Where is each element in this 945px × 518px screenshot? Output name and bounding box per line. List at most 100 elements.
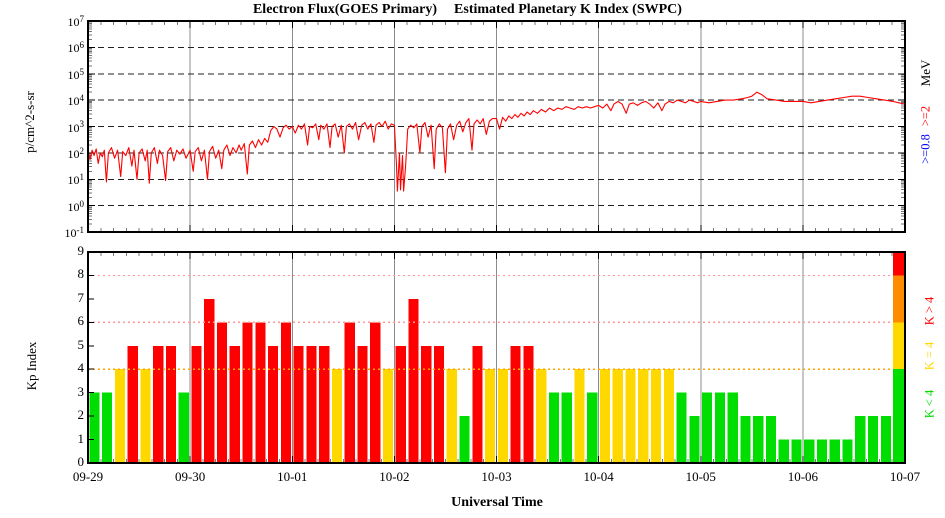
kp-bar [689, 416, 700, 463]
x-axis-day-label: 10-02 [379, 469, 410, 484]
kp-bar [574, 369, 585, 463]
kp-bar [229, 345, 240, 463]
kp-bar [842, 439, 853, 463]
kp-legend-eq4: K = 4 [922, 341, 937, 371]
kp-bar [868, 416, 879, 463]
kp-bar [331, 369, 343, 463]
kp-bar [548, 392, 560, 463]
kp-bar [561, 392, 572, 463]
kp-bar [204, 298, 215, 463]
kp-y-tick-label: 4 [77, 360, 85, 376]
kp-bar [306, 345, 317, 463]
kp-bar [829, 439, 840, 463]
kp-bar [191, 345, 202, 463]
kp-panel-frame [87, 251, 906, 464]
kp-bar [791, 439, 802, 463]
kp-bar [242, 322, 253, 463]
flux-y-tick-label: 100 [67, 198, 85, 214]
kp-colorbar-segment [893, 275, 904, 323]
flux-y-tick-label: 101 [67, 172, 85, 188]
kp-bar [485, 369, 496, 463]
kp-bar [395, 345, 406, 463]
kp-bar [804, 439, 815, 463]
kp-bar [114, 369, 125, 463]
kp-bar [612, 369, 623, 463]
kp-colorbar-segment [893, 322, 904, 370]
kp-y-tick-label: 8 [77, 266, 85, 282]
flux-panel-frame [87, 20, 906, 233]
kp-y-axis-label: Kp Index [24, 341, 39, 391]
flux-y-tick-label: 102 [67, 145, 85, 161]
kp-bar [89, 392, 100, 463]
kp-bar [357, 345, 368, 463]
kp-y-tick-label: 3 [77, 383, 85, 399]
kp-bar [421, 345, 432, 463]
kp-bar [625, 369, 636, 463]
kp-bar [638, 369, 649, 463]
kp-bar [472, 345, 483, 463]
flux-y-tick-label: 103 [67, 119, 85, 135]
kp-bar [880, 416, 891, 463]
x-axis-title: Universal Time [451, 495, 543, 510]
kp-bar [765, 416, 777, 463]
flux-series-label-ge08: >=0.8 [918, 134, 933, 164]
x-axis-day-label: 10-01 [277, 469, 308, 484]
flux-y-axis-label: p/cm^2-s-sr [22, 91, 37, 153]
kp-y-tick-label: 7 [77, 289, 85, 305]
kp-legend-gt4: K > 4 [922, 296, 937, 326]
kp-bar [446, 369, 457, 463]
flux-y-tick-label: 10-1 [64, 224, 85, 240]
kp-legend-lt4: K < 4 [922, 389, 937, 419]
kp-bar [280, 322, 291, 463]
kp-bar [740, 416, 751, 463]
kp-bar [153, 345, 164, 463]
kp-bar [727, 392, 738, 463]
kp-bar [778, 439, 789, 463]
x-axis-day-label: 10-06 [787, 469, 819, 484]
flux-y-tick-label: 106 [67, 40, 85, 56]
x-axis-day-label: 10-04 [583, 469, 614, 484]
kp-panel-title: Estimated Planetary K Index (SWPC) [454, 2, 682, 17]
kp-bar [536, 369, 547, 463]
flux-y-tick-label: 105 [67, 66, 85, 82]
x-axis-day-label: 10-05 [685, 469, 716, 484]
kp-y-tick-label: 6 [77, 313, 85, 329]
kp-bar [663, 369, 674, 463]
kp-bar [370, 322, 381, 463]
x-axis-day-label: 10-03 [481, 469, 512, 484]
kp-bar [433, 345, 445, 463]
kp-bar [714, 392, 725, 463]
x-axis-day-label: 09-30 [174, 469, 206, 484]
flux-panel-title: Electron Flux(GOES Primary) [252, 2, 438, 17]
kp-bar [319, 345, 330, 463]
kp-bar [650, 369, 662, 463]
x-axis-day-label: 10-07 [889, 469, 921, 484]
kp-bar [102, 392, 113, 463]
kp-bar [255, 322, 266, 463]
kp-bar [293, 345, 304, 463]
kp-bar [816, 439, 828, 463]
kp-bar [127, 345, 138, 463]
kp-bar [216, 322, 228, 463]
kp-bar [140, 369, 151, 463]
kp-colorbar-segment [893, 369, 904, 463]
kp-bar [344, 322, 355, 463]
kp-bar [497, 369, 508, 463]
kp-bar [510, 345, 521, 463]
flux-series-label-ge2: >=2 [918, 105, 933, 127]
kp-y-tick-label: 2 [77, 407, 85, 423]
flux-trace-ge2mev [87, 91, 906, 192]
kp-bar [382, 369, 394, 463]
x-axis-day-label: 09-29 [72, 469, 104, 484]
flux-y-tick-label: 107 [67, 13, 85, 29]
kp-colorbar-segment [893, 252, 904, 276]
kp-bar [753, 416, 764, 463]
kp-bar [523, 345, 534, 463]
flux-y-tick-label: 104 [67, 93, 85, 109]
kp-bar [599, 369, 611, 463]
kp-y-tick-label: 5 [77, 336, 85, 352]
kp-bar [587, 392, 598, 463]
kp-bar [855, 416, 866, 463]
